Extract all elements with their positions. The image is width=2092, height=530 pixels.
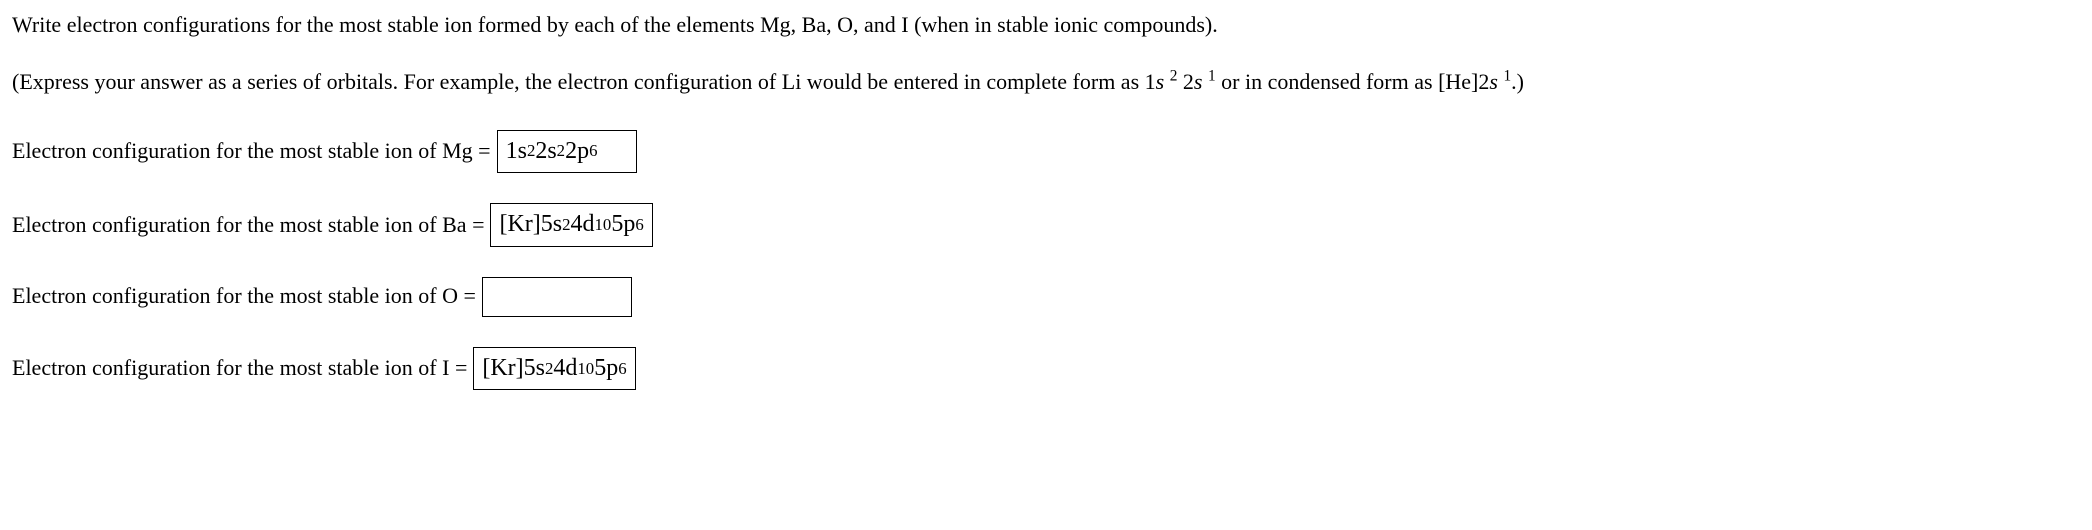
example-condensed: [He]2s 1 bbox=[1438, 69, 1511, 94]
answer-label-suffix: = bbox=[473, 138, 491, 163]
answers-container: Electron configuration for the most stab… bbox=[12, 130, 2080, 391]
answer-label-suffix: = bbox=[449, 355, 467, 380]
answer-input[interactable]: 1s22s22p6 bbox=[497, 130, 637, 174]
answer-label-prefix: Electron configuration for the most stab… bbox=[12, 355, 442, 380]
answer-label-element: Ba bbox=[442, 212, 466, 237]
prompt-suffix: (when in stable ionic compounds). bbox=[909, 12, 1218, 37]
answer-label: Electron configuration for the most stab… bbox=[12, 281, 476, 312]
prompt-elements: Mg, Ba, O, and I bbox=[760, 12, 908, 37]
answer-input[interactable]: [Kr]5s24d105p6 bbox=[490, 203, 652, 247]
answer-label-element: O bbox=[442, 283, 458, 308]
answer-input[interactable] bbox=[482, 277, 632, 317]
answer-label-prefix: Electron configuration for the most stab… bbox=[12, 138, 442, 163]
answer-row: Electron configuration for the most stab… bbox=[12, 130, 2080, 174]
instruction-prefix: (Express your answer as a series of orbi… bbox=[12, 69, 1145, 94]
answer-label: Electron configuration for the most stab… bbox=[12, 210, 484, 241]
answer-label: Electron configuration for the most stab… bbox=[12, 353, 467, 384]
example-complete: 1s 2 2s 1 bbox=[1145, 69, 1216, 94]
answer-label-suffix: = bbox=[467, 212, 485, 237]
answer-input[interactable]: [Kr]5s24d105p6 bbox=[473, 347, 635, 391]
question-prompt: Write electron configurations for the mo… bbox=[12, 10, 2080, 41]
answer-label-suffix: = bbox=[458, 283, 476, 308]
answer-label: Electron configuration for the most stab… bbox=[12, 136, 491, 167]
instruction-middle: or in condensed form as bbox=[1216, 69, 1438, 94]
answer-label-prefix: Electron configuration for the most stab… bbox=[12, 212, 442, 237]
answer-row: Electron configuration for the most stab… bbox=[12, 347, 2080, 391]
answer-label-element: Mg bbox=[442, 138, 473, 163]
answer-row: Electron configuration for the most stab… bbox=[12, 203, 2080, 247]
instruction-suffix: .) bbox=[1511, 69, 1524, 94]
answer-label-prefix: Electron configuration for the most stab… bbox=[12, 283, 442, 308]
answer-row: Electron configuration for the most stab… bbox=[12, 277, 2080, 317]
prompt-prefix: Write electron configurations for the mo… bbox=[12, 12, 760, 37]
question-instruction: (Express your answer as a series of orbi… bbox=[12, 67, 2080, 98]
